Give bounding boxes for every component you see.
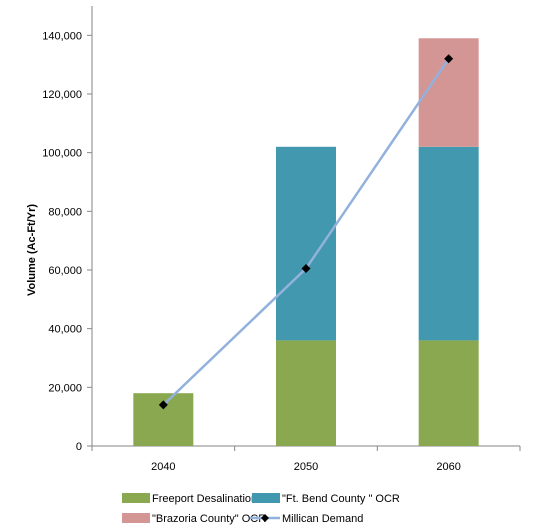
legend-label: "Ft. Bend County " OCR (282, 493, 400, 505)
legend-swatch (122, 493, 150, 503)
legend-swatch (252, 493, 280, 503)
y-tick-label: 120,000 (42, 89, 82, 101)
legend-swatch (122, 513, 150, 523)
y-tick-label: 20,000 (48, 382, 82, 394)
y-axis-label: Volume (Ac-Ft/Yr) (26, 204, 38, 296)
y-tick-label: 60,000 (48, 265, 82, 277)
y-tick-label: 100,000 (42, 148, 82, 160)
bar-segment (418, 146, 479, 341)
demand-point (158, 400, 168, 410)
y-tick-label: 80,000 (48, 206, 82, 218)
bar-segment (276, 340, 336, 446)
bar-segment (418, 340, 479, 446)
y-tick-label: 40,000 (48, 324, 82, 336)
x-tick-label: 2050 (294, 461, 318, 473)
y-tick-label: 140,000 (42, 30, 82, 42)
legend: Freeport Desalination "Ft. Bend County " … (122, 493, 400, 525)
legend-label: "Brazoria County" OCR (152, 513, 266, 525)
legend-marker (261, 514, 269, 522)
x-tick-label: 2040 (151, 461, 175, 473)
bar-segment (276, 146, 336, 341)
demand-point (444, 54, 454, 64)
legend-label: Millican Demand (282, 513, 363, 525)
y-tick-label: 0 (76, 441, 82, 453)
x-tick-label: 2060 (436, 461, 460, 473)
plot-area: 0 20,000 40,000 60,000 80,000 100,000 120,000 1… (42, 6, 521, 473)
demand-point (301, 264, 311, 274)
legend-label: Freeport Desalination (152, 493, 257, 505)
